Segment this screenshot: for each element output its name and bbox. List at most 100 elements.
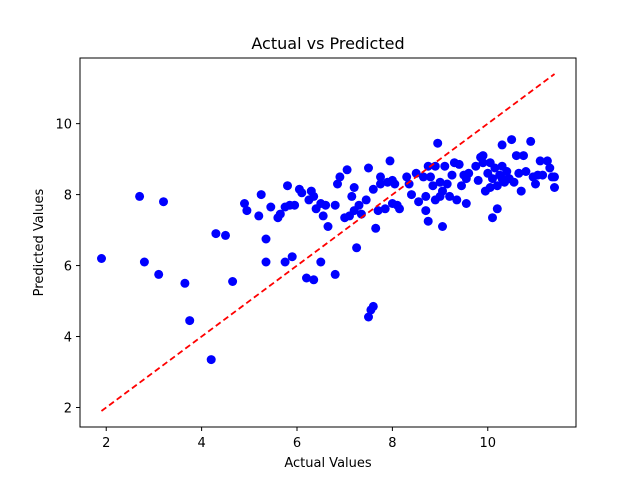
data-point [321, 200, 331, 210]
data-point [464, 168, 474, 178]
y-tick-label: 6 [64, 260, 72, 275]
data-point [421, 206, 431, 216]
data-point [430, 161, 440, 171]
data-point [256, 190, 266, 200]
data-point [318, 211, 328, 221]
x-tick-label: 8 [388, 436, 396, 451]
data-point [254, 211, 264, 221]
data-point [428, 181, 438, 191]
data-point [452, 195, 462, 205]
data-point [473, 175, 483, 185]
data-point [509, 177, 519, 187]
data-point [497, 140, 507, 150]
data-point [442, 179, 452, 189]
data-point [516, 186, 526, 196]
data-point [507, 135, 517, 145]
data-point [323, 222, 333, 231]
data-point [330, 200, 340, 210]
data-point [550, 172, 559, 182]
data-point [373, 206, 383, 216]
data-point [514, 168, 524, 178]
data-point [316, 257, 326, 267]
axes-frame [79, 57, 577, 428]
data-point [502, 167, 512, 176]
x-tick-label: 4 [197, 436, 205, 451]
data-point [471, 161, 481, 171]
data-point [159, 197, 168, 207]
data-point [519, 151, 528, 161]
data-point [488, 213, 497, 223]
chart-title: Actual vs Predicted [251, 34, 404, 53]
data-point [349, 183, 359, 192]
data-point [461, 199, 471, 208]
data-point [438, 222, 447, 231]
data-point [347, 191, 357, 201]
x-axis-ticks: 2 4 6 8 10 [102, 427, 496, 451]
data-point [538, 170, 548, 180]
data-point [407, 190, 416, 200]
data-point [418, 172, 428, 182]
data-point [309, 191, 319, 201]
data-point [139, 257, 149, 267]
data-point [333, 179, 342, 189]
data-point [490, 163, 500, 173]
data-point [402, 172, 412, 182]
y-axis-ticks: 2 4 6 8 10 [55, 118, 80, 416]
data-point [454, 159, 464, 169]
data-point [440, 161, 450, 171]
data-point [438, 186, 447, 196]
data-point [302, 273, 311, 283]
data-point [287, 252, 297, 262]
data-point [352, 243, 362, 253]
data-point [433, 138, 443, 148]
data-point [492, 181, 502, 191]
data-point [542, 156, 552, 166]
data-point [457, 181, 466, 191]
data-point [335, 172, 345, 182]
data-point [354, 200, 364, 210]
reference-line-layer [100, 73, 556, 412]
data-point [261, 257, 271, 267]
x-tick-label: 2 [102, 436, 110, 451]
data-point [361, 195, 371, 205]
data-point [511, 151, 521, 161]
data-point [97, 254, 106, 263]
data-point [395, 204, 404, 214]
reference-line [100, 73, 556, 412]
data-point [185, 316, 195, 326]
data-point [421, 191, 431, 201]
data-point [535, 156, 545, 166]
data-point [221, 230, 230, 240]
data-point [478, 151, 488, 161]
data-point [426, 172, 435, 182]
data-point [211, 229, 221, 239]
data-point [309, 275, 319, 285]
data-point [342, 165, 352, 175]
data-point [376, 172, 385, 182]
y-tick-label: 4 [64, 331, 72, 346]
data-point [330, 269, 340, 279]
data-point [385, 156, 395, 166]
y-axis-label: Predicted Values [32, 188, 47, 296]
data-point [526, 136, 536, 146]
data-point [478, 158, 488, 168]
data-point [280, 257, 290, 267]
data-point [283, 181, 292, 191]
data-point [376, 179, 385, 189]
data-point [290, 200, 300, 210]
data-point [206, 355, 216, 365]
x-tick-label: 10 [479, 436, 496, 451]
data-point [240, 199, 249, 208]
data-point [521, 167, 531, 176]
data-point [154, 269, 164, 279]
data-point [297, 188, 307, 198]
data-point [414, 197, 424, 207]
data-point [135, 191, 145, 201]
data-point [380, 204, 390, 214]
data-point [423, 161, 433, 171]
data-point [531, 179, 540, 189]
data-point [550, 183, 559, 192]
y-tick-label: 8 [64, 189, 72, 204]
data-point [364, 312, 373, 322]
